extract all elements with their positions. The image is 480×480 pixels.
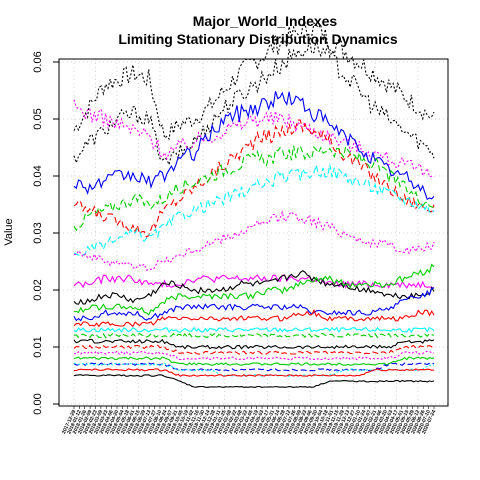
series-line: [73, 119, 435, 238]
series-line: [73, 270, 435, 305]
series-line: [74, 332, 435, 339]
series-line: [73, 338, 435, 350]
series-line: [73, 274, 435, 289]
series-line: [73, 162, 435, 256]
series-line: [74, 368, 435, 377]
series-line: [73, 344, 435, 355]
chart-title: Major_World_Indexes: [193, 13, 338, 29]
series-line: [73, 91, 435, 200]
y-tick-label: 0.05: [32, 108, 44, 129]
x-axis: 2017-12-292018-01-122018-01-262018-02-09…: [61, 405, 437, 435]
y-tick-label: 0.00: [32, 393, 44, 414]
chart-subtitle: Limiting Stationary Distribution Dynamic…: [118, 31, 397, 47]
series-line: [73, 99, 435, 178]
series-line: [73, 263, 435, 316]
series-line: [73, 287, 435, 322]
series-line: [73, 356, 435, 366]
y-tick-label: 0.02: [32, 279, 44, 300]
y-axis-label: Value: [3, 218, 15, 245]
series-line: [73, 362, 435, 372]
y-axis: 0.00 0.01 0.02 0.03 0.04 0.05 0.06: [32, 51, 60, 415]
series-line: [73, 210, 435, 271]
series-line: [73, 145, 435, 232]
series-line: [73, 350, 435, 361]
series-line: [73, 362, 435, 377]
series-line: [73, 374, 435, 388]
y-tick-label: 0.06: [32, 51, 44, 72]
series-layer: [73, 20, 435, 388]
series-line: [73, 326, 435, 334]
series-line: [73, 308, 435, 328]
y-tick-label: 0.03: [32, 222, 44, 243]
series-line: [73, 38, 435, 167]
series-line: [73, 20, 435, 141]
y-tick-label: 0.01: [32, 336, 44, 357]
y-tick-label: 0.04: [32, 165, 44, 186]
